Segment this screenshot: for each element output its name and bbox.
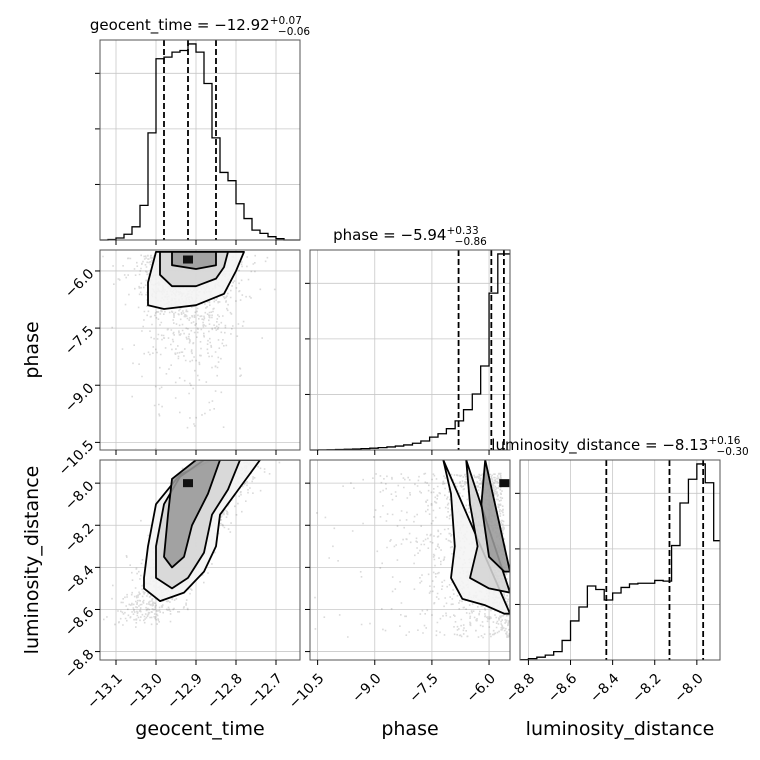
x-tick-label-geocent_time: −13.0 <box>124 671 166 713</box>
x-tick-label-geocent_time: −13.1 <box>84 671 126 713</box>
x-tick-label-geocent_time: −12.9 <box>164 671 206 713</box>
histogram-luminosity_distance <box>520 463 720 661</box>
density-mode <box>183 479 193 488</box>
x-tick-label-phase: −10.5 <box>286 671 328 713</box>
panel-frame <box>99 249 301 451</box>
x-tick-label-geocent_time: −12.8 <box>204 671 246 713</box>
x-tick-label-phase: −6.0 <box>464 671 499 706</box>
y-tick-label-luminosity_distance: −8.8 <box>62 647 97 682</box>
panel-title-geocent_time: geocent_time = −12.92+0.07 −0.06 <box>90 15 310 38</box>
panel-title-phase: phase = −5.94+0.33 −0.86 <box>333 225 487 248</box>
hist-frame-geocent_time <box>99 39 301 241</box>
contour-level-2 <box>163 460 221 569</box>
histogram-step-geocent_time <box>100 43 300 241</box>
x-tick-label-luminosity_distance: −8.8 <box>503 671 538 706</box>
density-panel-geocent_time-phase <box>102 250 276 450</box>
histogram-step-luminosity_distance <box>520 463 720 661</box>
x-tick-label-geocent_time: −12.7 <box>244 671 286 713</box>
y-tick-label-phase: −10.5 <box>56 437 98 479</box>
y-tick-label-luminosity_distance: −8.4 <box>62 562 97 597</box>
x-axis-label-phase: phase <box>381 718 438 740</box>
x-tick-label-luminosity_distance: −8.6 <box>545 671 580 706</box>
x-tick-label-luminosity_distance: −8.4 <box>587 671 622 706</box>
y-tick-label-luminosity_distance: −8.6 <box>62 604 97 639</box>
panel-frame <box>99 459 301 661</box>
y-axis-label-phase: phase <box>21 321 43 378</box>
density-panel-geocent_time-luminosity_distance <box>103 460 281 628</box>
y-axis-label-luminosity_distance: luminosity_distance <box>21 466 43 655</box>
panel-title-luminosity_distance: luminosity_distance = −8.13+0.16 −0.30 <box>491 435 748 458</box>
density-mode <box>183 255 193 264</box>
histogram-step-phase <box>310 253 510 451</box>
y-tick-label-phase: −7.5 <box>62 323 97 358</box>
x-axis-label-geocent_time: geocent_time <box>135 718 264 740</box>
contour-level-2 <box>171 250 217 270</box>
y-tick-label-luminosity_distance: −8.0 <box>62 478 97 513</box>
x-tick-label-phase: −7.5 <box>406 671 441 706</box>
hist-frame-phase <box>309 249 511 451</box>
hist-frame-luminosity_distance <box>519 459 721 661</box>
panel-frame <box>309 459 511 661</box>
histogram-phase <box>310 253 510 451</box>
density-panel-phase-luminosity_distance <box>314 460 510 639</box>
sample-points <box>103 460 281 628</box>
y-tick-label-phase: −6.0 <box>62 266 97 301</box>
x-tick-label-luminosity_distance: −8.2 <box>629 671 664 706</box>
histogram-geocent_time <box>100 43 300 241</box>
contour-level-2 <box>480 460 510 573</box>
x-axis-label-luminosity_distance: luminosity_distance <box>526 718 715 740</box>
contour-level-0 <box>442 460 510 615</box>
y-tick-label-luminosity_distance: −8.2 <box>62 520 97 555</box>
y-tick-label-phase: −9.0 <box>62 380 97 415</box>
x-tick-label-luminosity_distance: −8.0 <box>671 671 706 706</box>
x-tick-label-phase: −9.0 <box>349 671 384 706</box>
density-mode <box>499 479 510 488</box>
